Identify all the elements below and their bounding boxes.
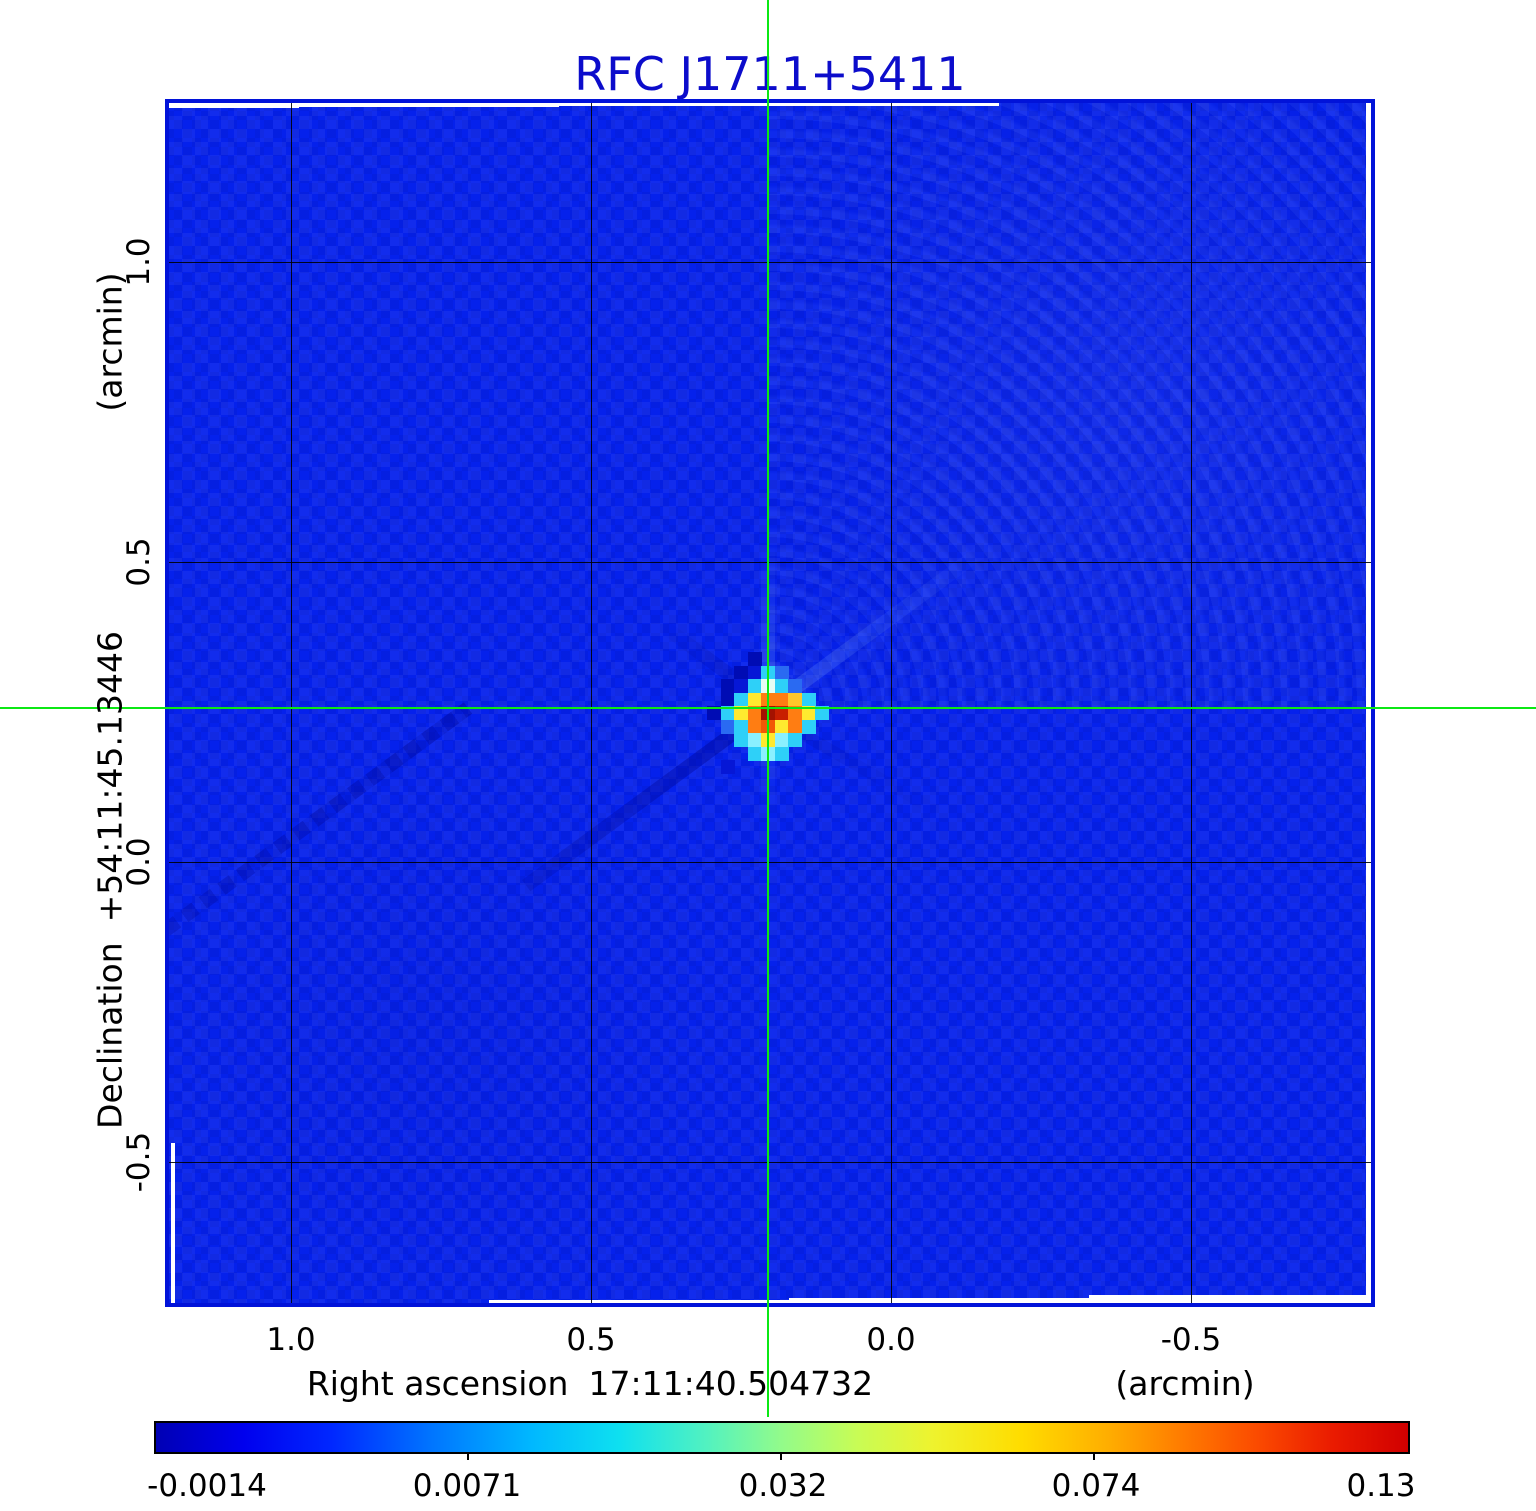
- source-pixel: [747, 679, 762, 693]
- y-axis-dec-value: +54:11:45.13446: [90, 631, 130, 923]
- x-tick-0.5: 0.5: [566, 1322, 616, 1358]
- x-tick--0.5: -0.5: [1160, 1322, 1222, 1358]
- source-pixel: [734, 665, 748, 680]
- x-tick-0.0: 0.0: [866, 1322, 916, 1358]
- source-pixel: [720, 679, 735, 693]
- x-axis-label-text: Right ascension: [306, 1364, 569, 1403]
- y-tick--0.5: -0.5: [121, 1131, 157, 1193]
- image-edge-gap-top-3: [559, 103, 999, 106]
- gridline-dec-1.0: [169, 262, 1371, 263]
- source-pixel: [720, 719, 735, 734]
- image-edge-gap-top-2: [299, 103, 559, 107]
- gridline-ra-0.5: [591, 103, 592, 1303]
- source-pixel: [788, 706, 802, 720]
- source-pixel: [801, 692, 816, 707]
- gridline-dec--0.5: [169, 1162, 1371, 1163]
- colorbar-label-max: 0.13: [1346, 1468, 1416, 1504]
- source-pixel: [774, 665, 789, 680]
- y-axis-unit: (arcmin): [90, 272, 130, 412]
- source-pixel: [774, 746, 789, 761]
- colorbar-label-mid: 0.032: [738, 1468, 828, 1504]
- gridline-dec-0.0: [169, 862, 1371, 863]
- source-pixel: [747, 692, 762, 707]
- source-pixel: [815, 706, 829, 720]
- source-pixel: [707, 706, 721, 720]
- y-axis-label: Declination +54:11:45.13446: [91, 631, 130, 1129]
- colorbar-label-min: -0.0014: [147, 1468, 267, 1504]
- x-tick-1.0: 1.0: [266, 1322, 316, 1358]
- ripple-artifact: [768, 103, 1371, 708]
- source-pixel: [734, 679, 748, 693]
- y-tick-0.5: 0.5: [121, 537, 157, 587]
- y-axis-label-text: Declination: [90, 942, 130, 1129]
- image-edge-gap-right: [1366, 103, 1371, 1303]
- source-pixel: [720, 760, 735, 774]
- source-pixel: [734, 692, 748, 707]
- source-pixel: [788, 733, 802, 747]
- source-pixel: [788, 679, 802, 693]
- source-pixel: [774, 692, 789, 707]
- image-edge-gap-bottom-3: [1089, 1295, 1371, 1303]
- source-pixel: [747, 719, 762, 734]
- source-pixel: [774, 733, 789, 747]
- gridline-dec-0.5: [169, 562, 1371, 563]
- x-axis-label: Right ascension 17:11:40.504732: [307, 1364, 873, 1403]
- source-pixel: [747, 746, 762, 761]
- colorbar-tick-3: [1093, 1452, 1095, 1460]
- source-pixel: [788, 692, 802, 707]
- colorbar-tick-1: [467, 1452, 469, 1460]
- image-edge-gap-bottom-2: [789, 1298, 1089, 1303]
- source-pixel: [747, 706, 762, 720]
- gridline-ra-0.0: [891, 103, 892, 1303]
- x-axis-unit: (arcmin): [1115, 1364, 1255, 1403]
- crosshair-horizontal-line: [0, 707, 1536, 709]
- image-edge-gap-left: [171, 1143, 175, 1303]
- x-axis-ra-value: 17:11:40.504732: [588, 1364, 874, 1403]
- source-pixel: [734, 733, 748, 747]
- source-pixel: [774, 719, 789, 734]
- source-pixel: [774, 706, 789, 720]
- source-pixel: [788, 719, 802, 734]
- colorbar-label-q3: 0.074: [1051, 1468, 1141, 1504]
- gridline-ra-1.0: [291, 103, 292, 1303]
- sky-map: [165, 99, 1375, 1307]
- source-pixel: [734, 706, 748, 720]
- colorbar-label-q1: 0.0071: [412, 1468, 522, 1504]
- source-pixel: [734, 719, 748, 734]
- source-pixel: [801, 719, 816, 734]
- colorbar-tick-2: [780, 1452, 782, 1460]
- image-edge-gap-top-1: [169, 103, 299, 108]
- source-pixel: [774, 679, 789, 693]
- plot-title: RFC J1711+5411: [574, 47, 966, 101]
- source-pixel: [747, 733, 762, 747]
- source-pixel: [801, 706, 816, 720]
- source-pixel: [720, 706, 735, 720]
- source-pixel: [720, 692, 735, 707]
- gridline-ra--0.5: [1191, 103, 1192, 1303]
- source-pixel: [747, 652, 762, 666]
- source-pixel: [747, 665, 762, 680]
- image-edge-gap-bottom-1: [489, 1300, 789, 1303]
- colorbar: [154, 1421, 1410, 1454]
